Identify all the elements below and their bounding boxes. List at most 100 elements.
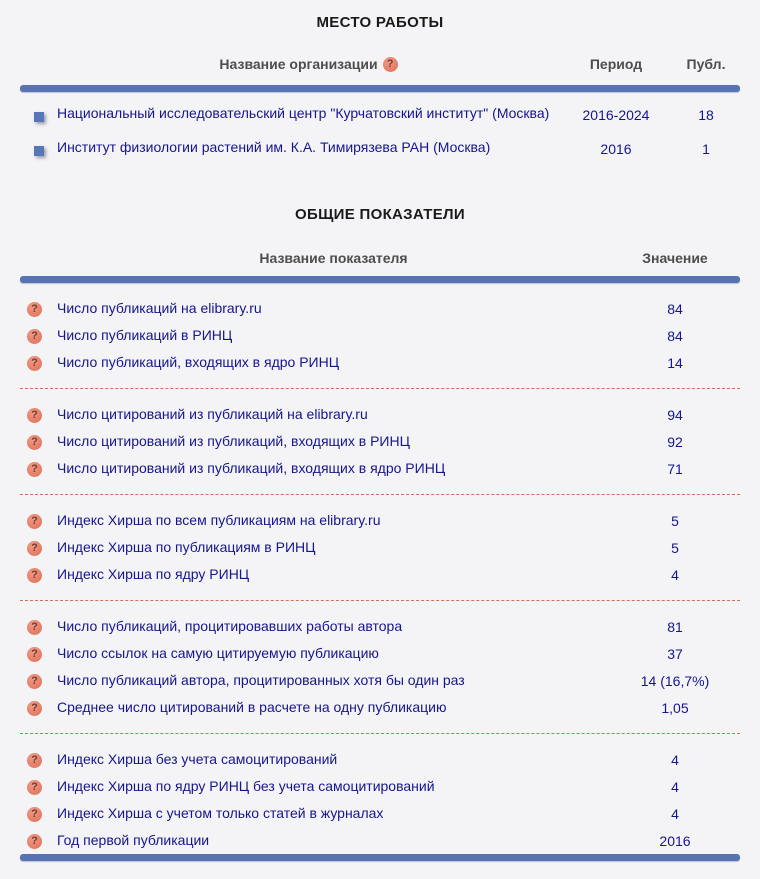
blue-square-bullet-icon bbox=[33, 146, 44, 156]
icon-cell: ? bbox=[20, 699, 57, 716]
indicators-header-divider bbox=[20, 276, 740, 283]
help-icon[interactable]: ? bbox=[27, 619, 42, 635]
indicator-label: Число публикаций, входящих в ядро РИНЦ bbox=[57, 354, 340, 370]
indicator-label: Индекс Хирша по всем публикациям на elib… bbox=[57, 512, 381, 528]
indicator-row: ? Число публикаций, процитировавших рабо… bbox=[20, 613, 740, 640]
indicator-label: Индекс Хирша по ядру РИНЦ без учета само… bbox=[57, 778, 435, 794]
workplace-section: МЕСТО РАБОТЫ Название организации ? Пери… bbox=[20, 14, 740, 160]
indicator-row: ? Число цитирований из публикаций на eli… bbox=[20, 401, 740, 428]
author-metrics-page: МЕСТО РАБОТЫ Название организации ? Пери… bbox=[20, 14, 740, 861]
indicator-label: Год первой публикации bbox=[57, 832, 210, 848]
icon-cell: ? bbox=[20, 672, 57, 689]
org-name-header-label: Название организации bbox=[219, 56, 378, 72]
icon-cell: ? bbox=[20, 805, 57, 822]
organization-name: Институт физиологии растений им. К.А. Ти… bbox=[57, 139, 491, 155]
help-icon[interactable]: ? bbox=[27, 434, 42, 450]
publications-column-header: Публ. bbox=[686, 56, 726, 72]
indicator-label: Число публикаций в РИНЦ bbox=[57, 327, 233, 343]
indicator-label: Среднее число цитирований в расчете на о… bbox=[57, 699, 447, 715]
indicator-value: 4 bbox=[671, 805, 679, 822]
indicator-group: ? Число публикаций на elibrary.ru 84 ? Ч… bbox=[20, 283, 740, 388]
indicator-label: Индекс Хирша по публикациям в РИНЦ bbox=[57, 539, 316, 555]
icon-cell: ? bbox=[20, 566, 57, 583]
icon-cell: ? bbox=[20, 751, 57, 768]
help-icon[interactable]: ? bbox=[27, 567, 42, 583]
indicator-label: Число публикаций на elibrary.ru bbox=[57, 300, 262, 316]
indicator-value: 92 bbox=[667, 433, 683, 450]
help-icon[interactable]: ? bbox=[27, 301, 42, 317]
help-icon[interactable]: ? bbox=[27, 779, 42, 795]
indicator-group: ? Число публикаций, процитировавших рабо… bbox=[20, 601, 740, 733]
icon-cell: ? bbox=[20, 460, 57, 477]
icon-cell: ? bbox=[20, 645, 57, 662]
help-icon[interactable]: ? bbox=[27, 646, 42, 662]
workplace-table-header: Название организации ? Период Публ. bbox=[20, 56, 740, 73]
help-icon[interactable]: ? bbox=[27, 700, 42, 716]
indicators-footer-divider bbox=[20, 854, 740, 861]
group-separator bbox=[20, 600, 740, 601]
help-icon[interactable]: ? bbox=[27, 461, 42, 477]
group-separator bbox=[20, 494, 740, 495]
bullet-cell bbox=[20, 138, 57, 160]
organization-name: Национальный исследовательский центр "Ку… bbox=[57, 105, 550, 121]
org-name-column-header: Название организации ? bbox=[57, 56, 560, 73]
icon-cell: ? bbox=[20, 354, 57, 371]
indicator-row: ? Индекс Хирша по ядру РИНЦ без учета са… bbox=[20, 773, 740, 800]
indicators-section-title: ОБЩИЕ ПОКАЗАТЕЛИ bbox=[295, 206, 465, 223]
icon-cell: ? bbox=[20, 327, 57, 344]
help-icon[interactable]: ? bbox=[27, 833, 42, 849]
group-separator bbox=[20, 733, 740, 734]
help-icon[interactable]: ? bbox=[27, 806, 42, 822]
indicator-value-column-header: Значение bbox=[642, 250, 708, 266]
help-icon[interactable]: ? bbox=[27, 513, 42, 529]
help-icon[interactable]: ? bbox=[27, 673, 42, 689]
indicator-value: 5 bbox=[671, 512, 679, 529]
help-icon[interactable]: ? bbox=[27, 752, 42, 768]
workplace-header-divider bbox=[20, 85, 740, 92]
icon-cell: ? bbox=[20, 406, 57, 423]
bullet-cell bbox=[20, 104, 57, 126]
indicator-label: Индекс Хирша без учета самоцитирований bbox=[57, 751, 338, 767]
indicator-value: 4 bbox=[671, 778, 679, 795]
help-icon[interactable]: ? bbox=[27, 540, 42, 556]
indicator-label: Число цитирований из публикаций, входящи… bbox=[57, 433, 410, 449]
period-column-header: Период bbox=[589, 56, 643, 72]
indicator-value: 71 bbox=[667, 460, 683, 477]
indicator-label: Индекс Хирша по ядру РИНЦ bbox=[57, 566, 250, 582]
indicator-row: ? Число публикаций, входящих в ядро РИНЦ… bbox=[20, 349, 740, 376]
indicator-row: ? Число цитирований из публикаций, входя… bbox=[20, 428, 740, 455]
help-icon[interactable]: ? bbox=[27, 328, 42, 344]
indicator-row: ? Индекс Хирша по публикациям в РИНЦ 5 bbox=[20, 534, 740, 561]
indicator-group: ? Число цитирований из публикаций на eli… bbox=[20, 389, 740, 494]
workplace-table-body: Национальный исследовательский центр "Ку… bbox=[20, 104, 740, 160]
workplace-section-title: МЕСТО РАБОТЫ bbox=[316, 14, 444, 31]
help-icon[interactable]: ? bbox=[27, 407, 42, 423]
indicator-value: 37 bbox=[667, 645, 683, 662]
indicator-label: Число цитирований из публикаций, входящи… bbox=[57, 460, 446, 476]
indicator-row: ? Число публикаций автора, процитированн… bbox=[20, 667, 740, 694]
indicator-value: 5 bbox=[671, 539, 679, 556]
indicator-row: ? Индекс Хирша по ядру РИНЦ 4 bbox=[20, 561, 740, 588]
indicator-row: ? Среднее число цитирований в расчете на… bbox=[20, 694, 740, 721]
organization-period: 2016 bbox=[600, 141, 632, 157]
organization-publications-count: 18 bbox=[698, 107, 714, 123]
help-icon[interactable]: ? bbox=[27, 355, 42, 371]
organization-publications-count: 1 bbox=[702, 141, 710, 157]
icon-cell: ? bbox=[20, 539, 57, 556]
help-icon[interactable]: ? bbox=[382, 57, 398, 72]
indicator-row: ? Число ссылок на самую цитируемую публи… bbox=[20, 640, 740, 667]
indicator-value: 4 bbox=[671, 751, 679, 768]
indicator-row: ? Индекс Хирша без учета самоцитирований… bbox=[20, 746, 740, 773]
indicator-value: 94 bbox=[667, 406, 683, 423]
icon-cell: ? bbox=[20, 512, 57, 529]
icon-cell: ? bbox=[20, 433, 57, 450]
indicator-group: ? Индекс Хирша без учета самоцитирований… bbox=[20, 734, 740, 854]
indicator-name-column-header: Название показателя bbox=[259, 250, 408, 266]
indicator-value: 14 (16,7%) bbox=[640, 672, 710, 689]
indicator-label: Индекс Хирша с учетом только статей в жу… bbox=[57, 805, 384, 821]
table-row: Институт физиологии растений им. К.А. Ти… bbox=[20, 138, 740, 160]
indicator-row: ? Год первой публикации 2016 bbox=[20, 827, 740, 854]
indicator-value: 1,05 bbox=[661, 699, 689, 716]
indicator-label: Число ссылок на самую цитируемую публика… bbox=[57, 645, 379, 661]
table-row: Национальный исследовательский центр "Ку… bbox=[20, 104, 740, 126]
